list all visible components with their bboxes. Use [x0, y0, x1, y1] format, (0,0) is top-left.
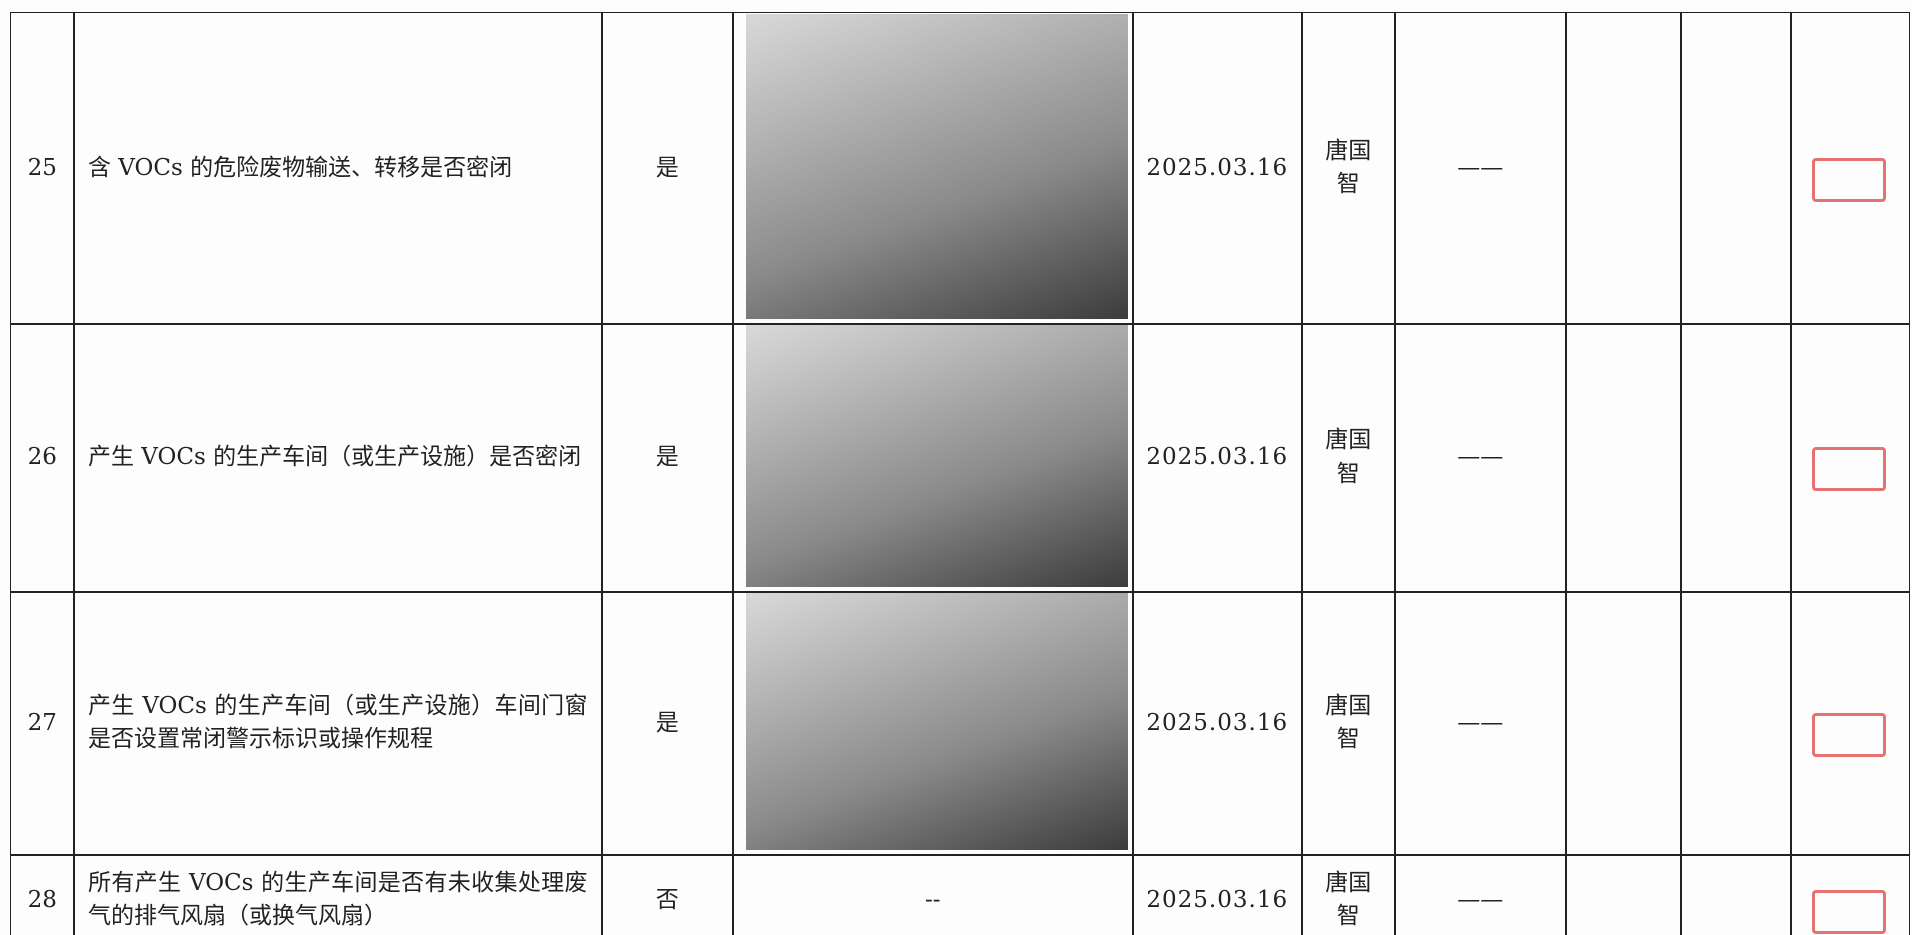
photo — [746, 325, 1128, 587]
item: 含 VOCs 的危险废物输送、转移是否密闭 — [88, 154, 513, 181]
inspector-cell: 唐国智 — [1301, 591, 1396, 856]
photo-note-cell: -- — [732, 854, 1134, 935]
photo — [746, 593, 1128, 850]
no: 27 — [27, 709, 57, 736]
empty-cell — [1680, 591, 1792, 856]
date: 2025.03.16 — [1146, 444, 1289, 471]
empty-cell — [1565, 591, 1682, 856]
date-cell: 2025.03.16 — [1132, 323, 1303, 593]
item: 产生 VOCs 的生产车间（或生产设施）车间门窗是否设置常闭警示标识或操作规程 — [88, 692, 588, 753]
item-cell: 产生 VOCs 的生产车间（或生产设施）是否密闭 — [73, 323, 603, 593]
photo-note-cell — [732, 12, 1134, 325]
remark-cell: —— — [1394, 854, 1567, 935]
remark: —— — [1457, 444, 1504, 471]
result-cell: 是 — [601, 323, 734, 593]
inspector-cell: 唐国智 — [1301, 323, 1396, 593]
empty-cell — [1565, 854, 1682, 935]
remark: —— — [1457, 709, 1504, 736]
seal — [1812, 447, 1886, 491]
item-cell: 所有产生 VOCs 的生产车间是否有未收集处理废气的排气风扇（或换气风扇） — [73, 854, 603, 935]
inspector: 唐国智 — [1325, 137, 1372, 198]
seal — [1812, 157, 1886, 202]
remark-cell: —— — [1394, 12, 1567, 325]
no: 25 — [27, 154, 57, 181]
result: 否 — [655, 886, 679, 913]
result: 是 — [655, 154, 679, 181]
result-cell: 是 — [601, 591, 734, 856]
photo-note-cell — [732, 591, 1134, 856]
date: 2025.03.16 — [1146, 709, 1289, 736]
photo-note-cell — [732, 323, 1134, 593]
result: 是 — [655, 444, 679, 471]
empty-cell — [1680, 12, 1792, 325]
empty-cell — [1790, 323, 1910, 593]
photo-note: -- — [924, 886, 941, 913]
item: 所有产生 VOCs 的生产车间是否有未收集处理废气的排气风扇（或换气风扇） — [88, 869, 588, 930]
inspector: 唐国智 — [1325, 869, 1372, 930]
date-cell: 2025.03.16 — [1132, 12, 1303, 325]
date: 2025.03.16 — [1146, 154, 1289, 181]
inspector: 唐国智 — [1325, 692, 1372, 753]
item-cell: 含 VOCs 的危险废物输送、转移是否密闭 — [73, 12, 603, 325]
date: 2025.03.16 — [1146, 886, 1289, 913]
photo — [746, 14, 1128, 319]
inspector-cell: 唐国智 — [1301, 12, 1396, 325]
remark: —— — [1457, 886, 1504, 913]
no-cell: 25 — [10, 12, 75, 325]
empty-cell — [1790, 854, 1910, 935]
empty-cell — [1790, 12, 1910, 325]
inspector-cell: 唐国智 — [1301, 854, 1396, 935]
item-cell: 产生 VOCs 的生产车间（或生产设施）车间门窗是否设置常闭警示标识或操作规程 — [73, 591, 603, 856]
no: 28 — [27, 886, 57, 913]
empty-cell — [1790, 591, 1910, 856]
seal — [1812, 712, 1886, 757]
date-cell: 2025.03.16 — [1132, 854, 1303, 935]
date-cell: 2025.03.16 — [1132, 591, 1303, 856]
remark-cell: —— — [1394, 323, 1567, 593]
seal — [1812, 889, 1886, 934]
empty-cell — [1680, 854, 1792, 935]
no: 26 — [27, 444, 57, 471]
result-cell: 否 — [601, 854, 734, 935]
no-cell: 28 — [10, 854, 75, 935]
no-cell: 27 — [10, 591, 75, 856]
no-cell: 26 — [10, 323, 75, 593]
result: 是 — [655, 709, 679, 736]
empty-cell — [1565, 323, 1682, 593]
empty-cell — [1680, 323, 1792, 593]
remark-cell: —— — [1394, 591, 1567, 856]
item: 产生 VOCs 的生产车间（或生产设施）是否密闭 — [88, 444, 582, 471]
inspector: 唐国智 — [1325, 427, 1372, 487]
remark: —— — [1457, 154, 1504, 181]
empty-cell — [1565, 12, 1682, 325]
result-cell: 是 — [601, 12, 734, 325]
